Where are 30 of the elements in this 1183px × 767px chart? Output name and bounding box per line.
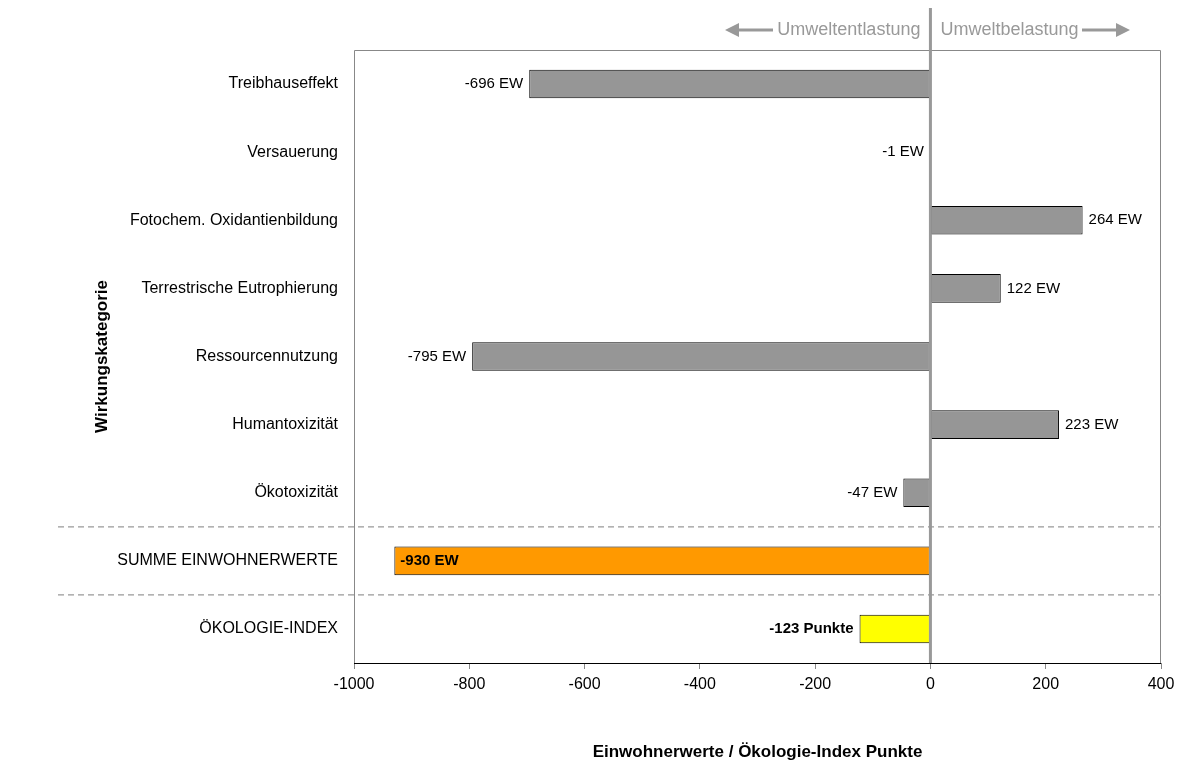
- y-tick-label: Terrestrische Eutrophierung: [141, 278, 338, 296]
- y-axis-title: Wirkungskategorie: [91, 280, 111, 433]
- y-tick-label: Humantoxizität: [232, 415, 339, 433]
- x-tick-label: -600: [568, 675, 601, 693]
- x-axis-title: Einwohnerwerte / Ökologie-Index Punkte: [592, 742, 923, 762]
- data-label: -930 EW: [400, 550, 460, 568]
- data-label: 122 EW: [1006, 278, 1061, 296]
- y-tick-label: Fotochem. Oxidantienbildung: [129, 210, 338, 228]
- x-tick-label: -1000: [333, 675, 375, 693]
- data-label: -696 EW: [464, 74, 525, 92]
- data-label: -795 EW: [407, 346, 467, 364]
- y-tick-label: ÖKOLOGIE-INDEX: [199, 619, 339, 637]
- x-tick-label: -400: [683, 675, 716, 693]
- x-tick-label: 200: [1032, 675, 1060, 693]
- x-tick-label: 400: [1147, 675, 1175, 693]
- y-tick-label: Versauerung: [247, 142, 338, 160]
- data-label: -123 Punkte: [769, 619, 854, 637]
- x-tick-label: 0: [925, 675, 935, 693]
- text: Umweltentlastung: [777, 18, 921, 39]
- x-tick-label: -800: [453, 675, 486, 693]
- data-label: 223 EW: [1064, 414, 1120, 432]
- text: Umweltbelastung: [940, 18, 1079, 39]
- y-tick-label: Ressourcennutzung: [195, 346, 338, 364]
- data-label: -1 EW: [882, 142, 925, 160]
- data-label: -47 EW: [847, 482, 899, 500]
- y-tick-label: Treibhauseffekt: [228, 74, 339, 92]
- data-label: 264 EW: [1088, 210, 1143, 228]
- x-tick-label: -200: [799, 675, 832, 693]
- y-tick-label: Ökotoxizität: [254, 483, 339, 501]
- y-tick-label: SUMME EINWOHNERWERTE: [117, 551, 338, 569]
